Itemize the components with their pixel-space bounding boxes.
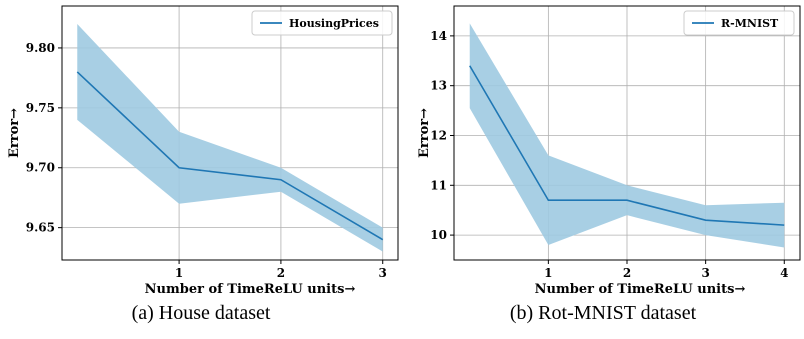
- y-axis-label: Error→: [7, 108, 22, 158]
- y-tick-label: 12: [430, 128, 447, 142]
- x-axis-label: Number of TimeReLU units→: [145, 282, 356, 297]
- house-dataset-chart: 1 2 3 9.65 9.70 9.75 9.80 Number of TimeReLU un…: [7, 5, 399, 297]
- legend-label: HousingPrices: [289, 17, 379, 30]
- y-tick-label: 9.80: [26, 41, 55, 55]
- x-tick-label: 3: [379, 266, 387, 280]
- y-tick-label: 10: [430, 228, 447, 242]
- y-tick-label: 11: [430, 178, 447, 192]
- y-tick-label: 13: [430, 79, 447, 93]
- x-tick-label: 2: [277, 266, 285, 280]
- legend: R-MNIST: [683, 10, 795, 36]
- x-tick-label: 1: [175, 266, 183, 280]
- legend: HousingPrices: [251, 10, 393, 36]
- caption-house-dataset: (a) House dataset: [131, 302, 271, 324]
- x-tick-label: 3: [701, 266, 709, 280]
- y-tick-label: 9.70: [26, 161, 55, 175]
- x-tick-label: 1: [544, 266, 552, 280]
- confidence-band: [77, 23, 383, 252]
- series-line: [76, 71, 384, 241]
- y-tick-label: 14: [430, 29, 447, 43]
- legend-box: [683, 10, 795, 36]
- legend-box: [251, 10, 393, 36]
- y-tick-label: 9.75: [26, 101, 55, 115]
- x-tick-label: 4: [780, 266, 788, 280]
- confidence-band: [469, 23, 785, 248]
- legend-label: R-MNIST: [721, 17, 779, 30]
- y-axis-label: Error→: [417, 108, 432, 158]
- x-tick-label: 2: [623, 266, 631, 280]
- caption-rot-mnist-dataset: (b) Rot-MNIST dataset: [509, 302, 697, 324]
- plot-frame: [61, 5, 399, 261]
- x-axis-label: Number of TimeReLU units→: [535, 282, 746, 297]
- y-tick-label: 9.65: [26, 221, 55, 235]
